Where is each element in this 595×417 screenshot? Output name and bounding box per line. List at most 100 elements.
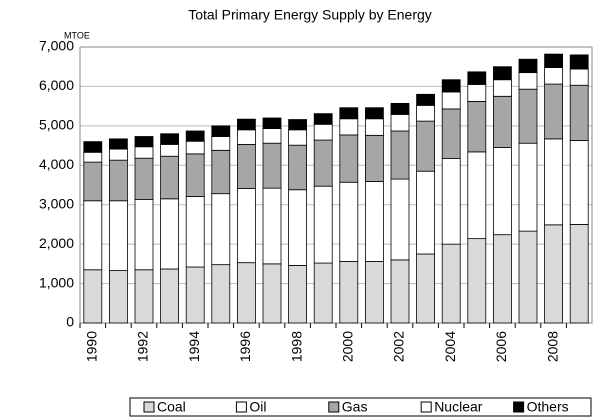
bar-segment <box>364 134 384 182</box>
bar-segment <box>390 114 410 132</box>
bar-segment <box>339 107 359 120</box>
bar-segment <box>211 193 231 266</box>
y-tick-label: 0 <box>66 314 74 330</box>
bar-segment <box>160 268 180 324</box>
bar-segment <box>262 128 282 144</box>
bar-segment <box>160 143 180 157</box>
bar-segment <box>569 84 589 141</box>
bar-segment <box>185 153 205 197</box>
bar-segment <box>185 196 205 268</box>
x-tick-label: 1998 <box>288 331 304 362</box>
bar-segment <box>288 144 308 191</box>
bar-segment <box>134 157 154 200</box>
x-tick-label: 2006 <box>493 331 509 362</box>
bar-segment <box>83 161 103 202</box>
legend-box <box>129 397 592 417</box>
y-tick-label: 3,000 <box>39 195 74 211</box>
bar-segment <box>441 91 461 110</box>
x-tick-label: 2004 <box>442 331 458 362</box>
x-tick-label: 1994 <box>186 331 202 362</box>
bar-segment <box>83 141 103 153</box>
bar-segment <box>390 178 410 261</box>
bar-segment <box>288 265 308 324</box>
bar-segment <box>236 188 256 264</box>
bar-segment <box>288 119 308 131</box>
bar-segment <box>416 253 436 324</box>
bar-segment <box>134 146 154 159</box>
bar-segment <box>390 102 410 115</box>
bar-segment <box>569 140 589 225</box>
bar-segment <box>134 269 154 324</box>
bar-segment <box>83 151 103 163</box>
legend-label: Oil <box>249 399 266 415</box>
bar-segment <box>518 230 538 324</box>
bar-segment <box>109 138 128 150</box>
x-tick-label: 1992 <box>135 331 151 362</box>
bar-segment <box>518 142 538 232</box>
bar-segment <box>492 147 512 236</box>
legend-label: Others <box>527 399 569 415</box>
bar-segment <box>313 113 333 125</box>
bar-segment <box>262 117 282 130</box>
bar-segment <box>441 158 461 245</box>
bar-segment <box>313 262 333 324</box>
bar-segment <box>236 262 256 324</box>
bar-segment <box>518 72 538 90</box>
x-tick-label: 1996 <box>237 331 253 362</box>
legend-swatch <box>235 401 247 413</box>
bar-segment <box>467 84 487 102</box>
bar-segment <box>134 199 154 271</box>
bar-segment <box>569 224 589 324</box>
bar-segment <box>236 143 256 189</box>
y-tick-label: 6,000 <box>39 77 74 93</box>
bar-segment <box>364 118 384 136</box>
bar-segment <box>416 170 436 255</box>
bar-segment <box>416 104 436 122</box>
y-tick-label: 1,000 <box>39 274 74 290</box>
x-tick-label: 1990 <box>84 331 100 362</box>
y-tick-label: 2,000 <box>39 235 74 251</box>
bar-segment <box>544 83 563 140</box>
legend-swatch <box>513 401 525 413</box>
bar-segment <box>492 79 512 97</box>
chart-title: Total Primary Energy Supply by Energy <box>188 7 432 23</box>
bar-segment <box>416 93 436 106</box>
x-tick-label: 2002 <box>391 331 407 362</box>
bar-segment <box>339 118 359 136</box>
bar-segment <box>364 107 384 120</box>
bar-segment <box>416 120 436 172</box>
plot-frame <box>79 46 593 324</box>
bar-segment <box>390 130 410 180</box>
bar-segment <box>185 266 205 324</box>
bar-segment <box>185 130 205 142</box>
bar-segment <box>211 149 231 195</box>
bar-segment <box>492 95 512 148</box>
legend-label: Coal <box>157 399 186 415</box>
bar-segment <box>339 261 359 324</box>
bar-segment <box>109 159 128 202</box>
bar-segment <box>569 68 589 86</box>
bar-segment <box>518 88 538 144</box>
bar-segment <box>83 200 103 271</box>
bar-segment <box>288 129 308 146</box>
bar-segment <box>544 67 563 85</box>
bar-segment <box>364 181 384 262</box>
legend-label: Gas <box>342 399 368 415</box>
bar-segment <box>492 234 512 324</box>
bar-segment <box>211 125 231 137</box>
bar-segment <box>390 259 410 324</box>
bar-segment <box>544 224 563 324</box>
bar-segment <box>364 261 384 324</box>
legend-swatch <box>143 401 155 413</box>
bar-segment <box>134 136 154 148</box>
y-tick-label: 4,000 <box>39 156 74 172</box>
bar-segment <box>288 189 308 266</box>
bar-segment <box>109 270 128 324</box>
bar-segment <box>211 264 231 324</box>
bar-segment <box>262 263 282 324</box>
bar-segment <box>109 200 128 271</box>
bar-segment <box>262 142 282 189</box>
bar-segment <box>211 136 231 151</box>
bar-segment <box>467 101 487 153</box>
bar-segment <box>467 151 487 240</box>
